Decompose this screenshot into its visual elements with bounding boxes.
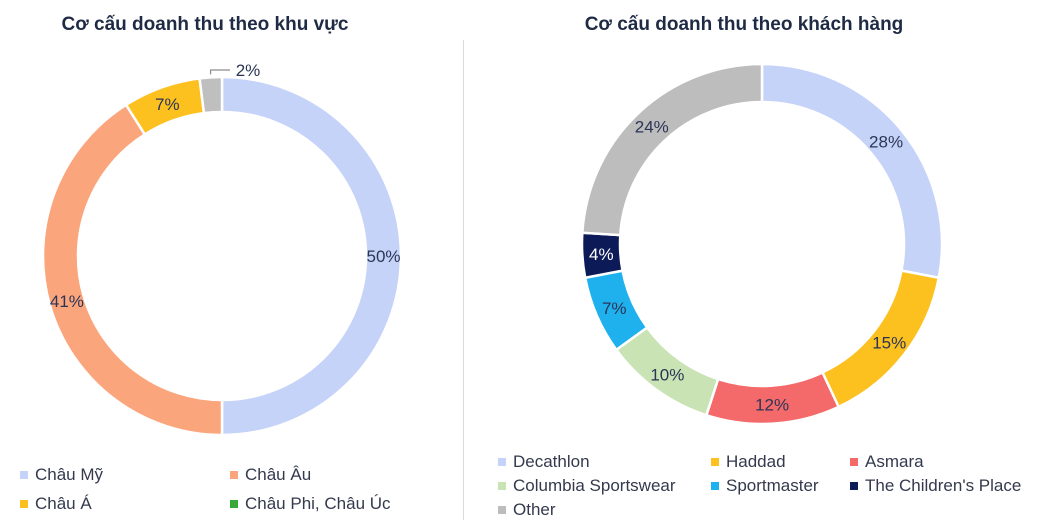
slice-label-1-6: 24% bbox=[635, 118, 669, 137]
legend-label: Châu Á bbox=[35, 494, 92, 513]
legend-swatch bbox=[850, 458, 858, 466]
legend-item-1-2: Asmara bbox=[850, 452, 924, 472]
legend-label: Châu Phi, Châu Úc bbox=[245, 494, 391, 513]
legend-swatch bbox=[711, 482, 719, 490]
donut-slice-1-6 bbox=[581, 62, 764, 237]
donut-slice-1-0 bbox=[760, 62, 944, 280]
slice-label-0-1: 41% bbox=[50, 292, 84, 311]
legend-item-1-5: The Children's Place bbox=[850, 476, 1021, 496]
legend-label: Haddad bbox=[726, 452, 786, 471]
legend-label: The Children's Place bbox=[865, 476, 1022, 495]
legend-item-1-3: Columbia Sportswear bbox=[498, 476, 676, 496]
legend-label: Decathlon bbox=[513, 452, 590, 471]
legend-label: Asmara bbox=[865, 452, 924, 471]
slice-label-0-0: 50% bbox=[366, 247, 400, 266]
legend-swatch bbox=[20, 471, 28, 479]
legend-label: Châu Mỹ bbox=[35, 465, 104, 484]
legend-item-0-0: Châu Mỹ bbox=[20, 465, 103, 485]
legend-swatch bbox=[850, 482, 858, 490]
slice-label-0-3: 2% bbox=[236, 61, 261, 80]
legend-item-1-6: Other bbox=[498, 500, 556, 520]
slice-label-1-1: 15% bbox=[872, 334, 906, 353]
slice-label-1-3: 10% bbox=[650, 365, 684, 384]
chart-divider bbox=[463, 40, 464, 520]
slice-label-1-0: 28% bbox=[869, 132, 903, 151]
leader-line-0-3 bbox=[209, 69, 230, 75]
legend-swatch bbox=[498, 506, 506, 514]
donut-slice-0-1 bbox=[41, 103, 224, 437]
legend-swatch bbox=[711, 458, 719, 466]
donut-slice-0-3 bbox=[198, 75, 224, 115]
slice-label-1-2: 12% bbox=[755, 396, 789, 415]
legend-label: Sportmaster bbox=[726, 476, 819, 495]
legend-label: Other bbox=[513, 500, 556, 519]
legend-item-0-2: Châu Á bbox=[20, 494, 92, 514]
legend-label: Columbia Sportswear bbox=[513, 476, 676, 495]
legend-item-0-3: Châu Phi, Châu Úc bbox=[230, 494, 391, 514]
slice-label-1-4: 7% bbox=[602, 299, 627, 318]
legend-item-1-0: Decathlon bbox=[498, 452, 590, 472]
chart-title-customer: Cơ cấu doanh thu theo khách hàng bbox=[584, 14, 904, 35]
legend-swatch bbox=[498, 458, 506, 466]
legend-label: Châu Âu bbox=[245, 465, 312, 484]
slice-label-0-2: 7% bbox=[155, 95, 180, 114]
donut-slice-0-0 bbox=[220, 75, 403, 437]
legend-item-1-4: Sportmaster bbox=[711, 476, 819, 496]
slice-label-1-5: 4% bbox=[589, 245, 614, 264]
legend-item-0-1: Châu Âu bbox=[230, 465, 311, 485]
legend-swatch bbox=[20, 500, 28, 508]
legend-item-1-1: Haddad bbox=[711, 452, 786, 472]
legend-swatch bbox=[498, 482, 506, 490]
legend-swatch bbox=[230, 471, 238, 479]
legend-swatch bbox=[230, 500, 238, 508]
chart-title-region: Cơ cấu doanh thu theo khu vực bbox=[61, 14, 349, 35]
